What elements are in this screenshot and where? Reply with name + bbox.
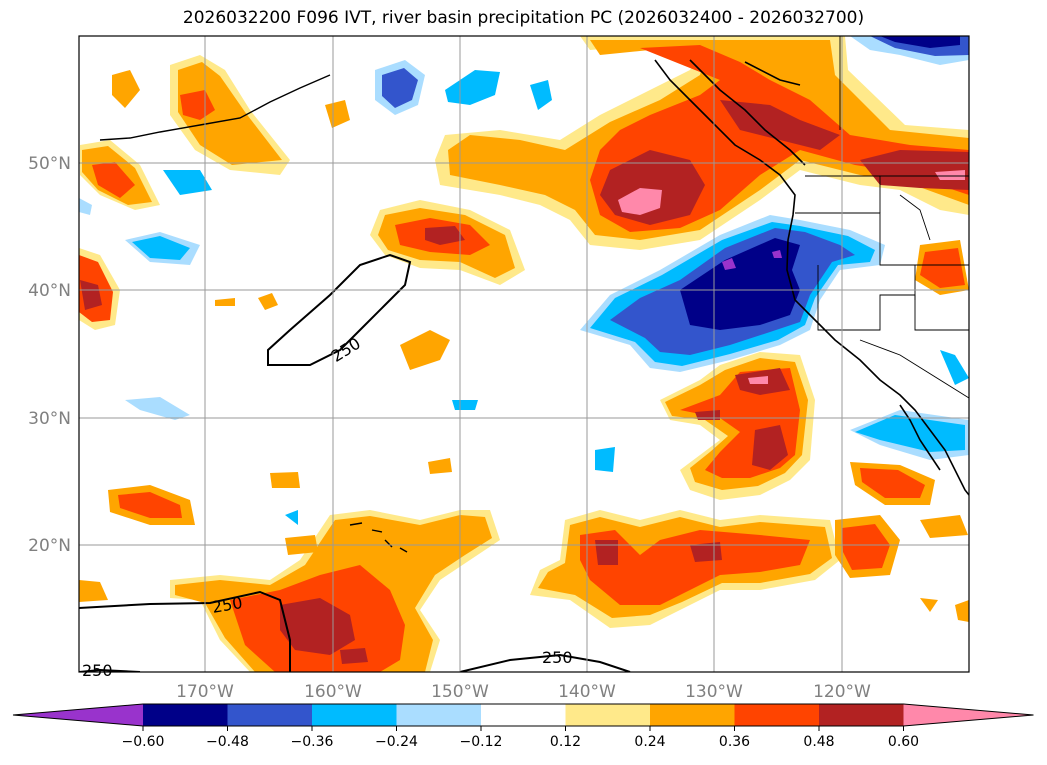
pos-anomaly-s-7 <box>842 524 890 570</box>
neg-anomaly-ne-3 <box>880 36 960 48</box>
pos-anomaly-sw-9 <box>79 580 108 602</box>
precip-field <box>79 36 969 672</box>
pos-anomaly-se-6 <box>748 376 768 384</box>
pos-anomaly-c3 <box>258 293 278 310</box>
pos-anomaly-nw-2c <box>92 162 135 198</box>
colorbar-label: 0.60 <box>888 734 919 750</box>
colorbar-segment <box>565 704 651 726</box>
pos-anomaly-sw-10 <box>270 472 300 488</box>
contour-label: 250 <box>542 648 573 667</box>
lon-label: 120°W <box>813 682 871 702</box>
pos-anomaly-canada-2 <box>935 170 965 180</box>
islands <box>99 74 408 553</box>
lon-label: 170°W <box>176 682 234 702</box>
colorbar-label: −0.60 <box>122 734 165 750</box>
pos-anomaly-pnw-4 <box>720 100 840 150</box>
colorbar-label: 0.36 <box>719 734 750 750</box>
neg-anomaly-n7 <box>452 400 478 410</box>
neg-anomaly-n10 <box>940 350 969 385</box>
lon-label: 130°W <box>685 682 743 702</box>
colorbar-segment <box>734 704 820 726</box>
lat-label: 20°N <box>28 536 71 556</box>
lat-label: 40°N <box>28 281 71 301</box>
pos-anomaly-s-3 <box>580 530 810 605</box>
pos-anomaly-pnw-6 <box>618 188 662 215</box>
colorbar-label: 0.24 <box>634 734 665 750</box>
pos-anomaly-sw-4 <box>280 598 355 655</box>
colorbar-segment <box>227 704 313 726</box>
lon-labels: 170°W 160°W 150°W 140°W 130°W 120°W <box>176 682 871 702</box>
neg-anomaly-n3 <box>530 80 552 110</box>
contour-label: 250 <box>82 661 113 680</box>
pos-anomaly-c2 <box>400 330 450 370</box>
neg-anomaly-n5b <box>132 236 190 260</box>
map-frame <box>78 35 970 673</box>
colorbar-segment <box>481 704 566 726</box>
pos-anomaly-s-4 <box>595 540 618 565</box>
neg-anomaly-n2 <box>445 70 500 105</box>
lat-labels: 50°N 40°N 30°N 20°N <box>28 154 71 556</box>
gridlines <box>79 36 969 672</box>
colorbar-segment <box>903 704 1034 726</box>
pos-anomaly-nw-1c <box>180 90 215 120</box>
lon-label: 140°W <box>558 682 616 702</box>
colorbar-segment <box>143 704 228 726</box>
colorbar-segment <box>396 704 482 726</box>
pos-anomaly-sw-12 <box>955 600 969 622</box>
pos-anomaly-sw-5 <box>340 648 368 664</box>
colorbar-label: −0.48 <box>206 734 249 750</box>
neg-anomaly-n11 <box>285 510 298 525</box>
lon-label: 160°W <box>304 682 362 702</box>
lon-label: 150°W <box>431 682 489 702</box>
ivt-contours <box>79 253 631 672</box>
pos-anomaly-se-5 <box>752 425 788 470</box>
neg-anomaly-main-6 <box>772 250 782 258</box>
colorbar-label: 0.48 <box>803 734 834 750</box>
pos-anomaly-sw-7 <box>118 492 182 518</box>
colorbar-segment <box>650 704 735 726</box>
neg-anomaly-n9b <box>855 415 965 452</box>
neg-anomaly-main-5 <box>722 258 736 270</box>
political-borders <box>795 36 969 399</box>
pos-anomaly-s-10 <box>920 515 968 538</box>
neg-anomaly-n6 <box>125 397 190 420</box>
coastlines <box>654 59 969 496</box>
colorbar-segment <box>819 704 904 726</box>
pos-anomaly-central-4 <box>425 226 465 245</box>
pos-anomaly-c4 <box>215 298 235 306</box>
pos-anomaly-c5 <box>428 458 452 474</box>
pos-anomaly-s-12 <box>920 248 965 288</box>
neg-anomaly-n1b <box>382 68 418 108</box>
colorbar: −0.60 −0.48 −0.36 −0.24 −0.12 0.12 0.24 0.36 0.4… <box>12 703 1034 750</box>
pos-anomaly-sw-11 <box>920 598 938 612</box>
lat-label: 30°N <box>28 409 71 429</box>
colorbar-label: 0.12 <box>550 734 581 750</box>
pos-anomaly-s-9 <box>860 468 925 498</box>
neg-anomaly-n12 <box>79 198 92 215</box>
neg-anomaly-main-4 <box>680 238 800 330</box>
colorbar-label: −0.12 <box>460 734 503 750</box>
colorbar-segment <box>13 704 143 726</box>
neg-anomaly-n4 <box>163 170 212 195</box>
pos-anomaly-nw-4 <box>325 100 350 128</box>
neg-anomaly-n8 <box>595 447 615 472</box>
pos-anomaly-nw-3 <box>112 70 140 108</box>
map-title: 2026032200 F096 IVT, river basin precipi… <box>182 8 865 28</box>
pos-anomaly-w-c <box>80 280 102 310</box>
colorbar-segment <box>312 704 397 726</box>
colorbar-label: −0.24 <box>375 734 418 750</box>
colorbar-label: −0.36 <box>291 734 334 750</box>
lat-label: 50°N <box>28 154 71 174</box>
pos-anomaly-nw-1b <box>178 62 282 165</box>
